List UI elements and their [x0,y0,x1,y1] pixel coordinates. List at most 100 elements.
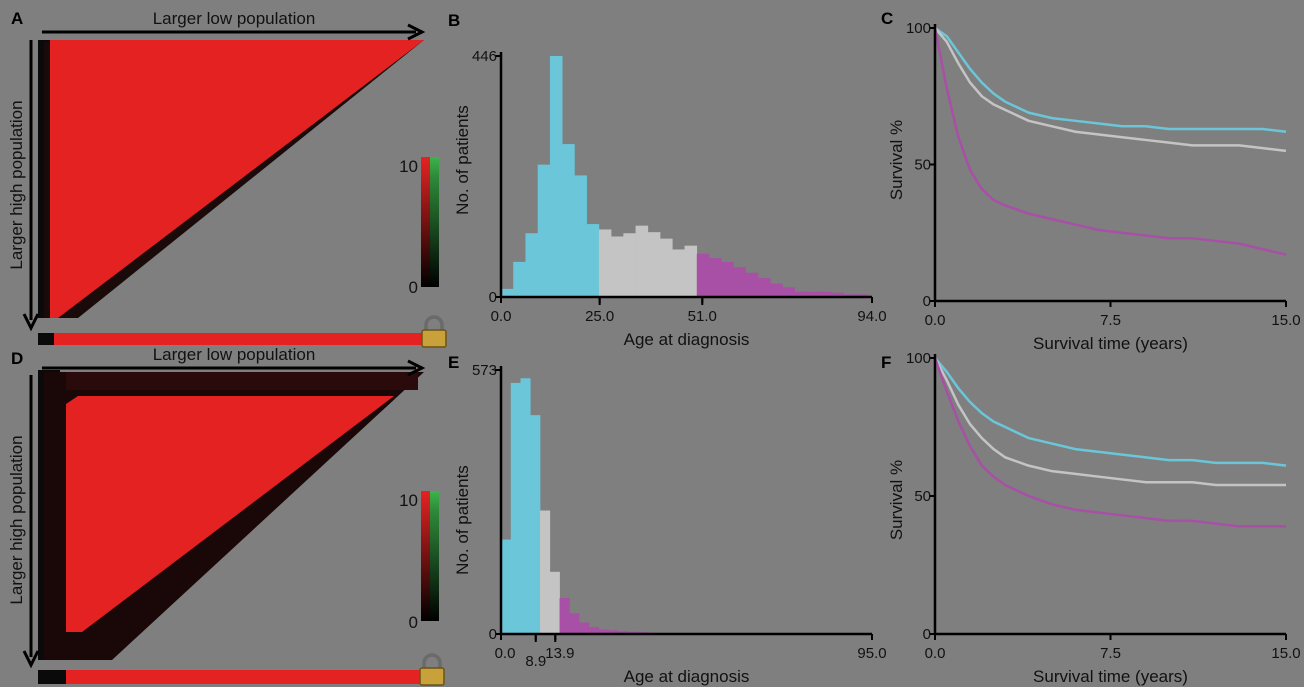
panel-b-bar-5 [562,144,575,297]
panel-b-bar-17 [709,258,722,297]
panel-b-bar-14 [672,249,685,297]
panel-a: A Larger low population Larger high popu… [7,9,447,348]
panel-e-bar-11 [608,630,619,634]
panel-c-x-tick-label-1: 7.5 [1100,312,1121,329]
panel-a-colorbar-red [421,157,430,287]
panel-f-series-grey [933,357,1286,487]
panel-b-bar-3 [537,164,551,297]
panel-e-x-label: Age at diagnosis [624,667,750,686]
panel-b-bar-12 [647,232,661,297]
panel-b-y-tick-label-1: 446 [472,48,497,65]
panel-d-letter: D [11,349,23,368]
panel-d-x-arrow-label: Larger low population [153,345,316,364]
panel-b-bar-0 [501,288,514,297]
panel-e-x-tick-label-0: 0.0 [495,645,516,662]
panel-f-y-tick-label-2: 100 [906,350,931,367]
panel-b-bar-15 [684,245,698,297]
panel-e-bar-9 [588,627,599,634]
panel-a-letter: A [11,9,23,28]
panel-e-bar-3 [530,415,541,634]
panel-d-y-arrow-label: Larger high population [7,435,26,604]
panel-c-x-tick-label-2: 15.0 [1271,312,1300,329]
heatmap-d-bottom-bar-edge [38,670,66,684]
panel-f-series-magenta [933,357,1286,528]
panel-e-bar-2 [520,378,531,634]
panel-e-histogram: 0.0 8.9 13.9 95.0 0 573 Age at diagnosis No. of… [448,353,887,686]
panel-c-x-tick-label-0: 0.0 [925,312,946,329]
panel-a-colorbar-min: 0 [409,278,418,297]
panel-b-bar-8 [598,229,612,297]
panel-c-series-cyan [934,26,1287,133]
panel-d-y-arrowhead [22,650,40,669]
panel-b-bar-7 [586,224,600,297]
panel-b-bar-18 [721,261,734,297]
heatmap-d-triangle [66,396,394,632]
panel-b-bar-13 [660,238,673,297]
panel-a-colorbar-max: 10 [399,157,418,176]
panel-e-y-label: No. of patients [453,465,472,575]
panel-b-bar-4 [549,56,563,297]
panel-c-letter: C [881,9,893,28]
panel-c-series-grey [934,27,1287,153]
panel-c-y-tick-label-0: 0 [923,293,931,310]
panel-e-bar-1 [510,382,521,634]
panel-c-y-label: Survival % [887,120,906,200]
panel-f-x-tick-label-2: 15.0 [1271,645,1300,662]
panel-d-colorbar-red [421,491,430,621]
panel-e-y-tick-label-0: 0 [489,626,497,643]
panel-b-bar-20 [745,272,759,297]
panel-e-y-tick-label-1: 573 [472,362,497,379]
panel-c-y-tick-label-2: 100 [906,20,931,37]
panel-d: D Larger low population Larger high popu… [7,345,445,686]
panel-b-bar-27 [831,292,844,297]
padlock-icon-d[interactable] [419,653,445,686]
panel-f-survival: 0.0 7.5 15.0 0 50 100 Survival time (years) Sur… [881,350,1301,686]
padlock-icon[interactable] [421,315,447,348]
panel-b-bar-24 [794,291,808,297]
panel-e-bar-6 [559,598,570,634]
panel-c-x-label: Survival time (years) [1033,334,1188,353]
panel-a-colorbar-green [430,157,439,287]
heatmap-d-top-band [66,372,418,390]
panel-b-x-label: Age at diagnosis [624,330,750,349]
panel-f-letter: F [881,353,891,372]
panel-e-x-tick-label-2: 13.9 [545,645,574,662]
panel-b-y-label: No. of patients [453,105,472,215]
panel-e-bar-8 [579,622,590,634]
panel-f-x-label: Survival time (years) [1033,667,1188,686]
panel-b-bar-19 [733,267,747,297]
panel-c-y-tick-label-1: 50 [914,157,931,174]
panel-b-letter: B [448,11,460,30]
heatmap-d-bottom-bar [62,670,424,684]
panel-b-x-tick-label-2: 51.0 [688,308,717,325]
panel-e-bar-5 [549,571,560,634]
panel-b-bar-25 [806,291,820,297]
panel-b-bar-11 [635,225,649,297]
panel-b-y-tick-label-0: 0 [489,289,497,306]
panel-c-survival: 0.0 7.5 15.0 0 50 100 Survival time (years) Sur… [881,9,1301,353]
panel-b-bar-26 [819,291,832,297]
panel-e-bar-0 [501,539,512,634]
panel-b-bar-28 [843,294,857,297]
panel-d-colorbar-green [430,491,439,621]
panel-e-bar-10 [598,629,609,634]
panel-f-series-cyan [934,357,1287,467]
panel-b-bar-1 [513,261,526,297]
panel-a-y-arrow-label: Larger high population [7,100,26,269]
panel-b-bar-23 [782,287,795,297]
panel-e-bar-7 [569,613,580,634]
panel-b-histogram: 0.0 25.0 51.0 94.0 0 446 Age at diagnosis No. o… [448,11,887,349]
panel-e-x-tick-label-3: 95.0 [857,645,886,662]
panel-c-series-magenta [933,27,1287,256]
panel-a-x-arrowhead [407,23,426,41]
panel-f-y-tick-label-0: 0 [923,626,931,643]
panel-b-bar-29 [855,294,869,297]
panel-b-bar-16 [696,253,710,297]
panel-b-bar-22 [770,283,783,297]
panel-e-letter: E [448,353,459,372]
panel-f-x-tick-label-0: 0.0 [925,645,946,662]
heatmap-a-triangle [50,40,424,318]
panel-d-colorbar-min: 0 [409,613,418,632]
panel-f-x-tick-label-1: 7.5 [1100,645,1121,662]
